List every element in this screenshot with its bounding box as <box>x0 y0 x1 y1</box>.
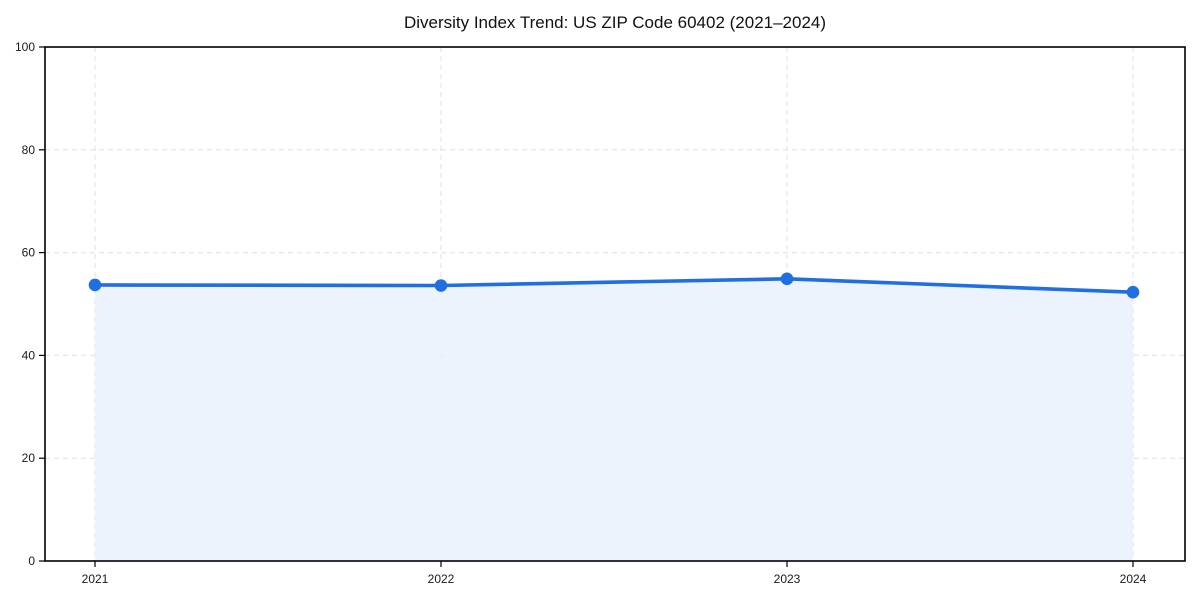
chart-title: Diversity Index Trend: US ZIP Code 60402… <box>404 13 826 32</box>
axis-tick-labels: 0 20 40 60 80 100 2021 2022 2023 2024 <box>15 40 1147 586</box>
area-fill <box>95 278 1133 561</box>
data-points <box>88 272 1140 299</box>
trend-line <box>93 277 1135 294</box>
y-tick-label: 100 <box>15 40 35 54</box>
data-point-marker <box>1126 285 1140 299</box>
x-tick-label: 2023 <box>774 572 801 586</box>
x-tick-label: 2022 <box>428 572 455 586</box>
x-tick-label: 2024 <box>1120 572 1147 586</box>
data-point-marker <box>780 272 794 286</box>
y-tick-label: 60 <box>22 246 36 260</box>
y-tick-label: 20 <box>22 451 36 465</box>
x-tick-label: 2021 <box>82 572 109 586</box>
data-point-marker <box>88 278 102 292</box>
y-tick-label: 40 <box>22 348 36 362</box>
axis-tick-marks <box>39 46 1134 567</box>
y-tick-label: 80 <box>22 143 36 157</box>
y-tick-label: 0 <box>28 554 35 568</box>
plot-border <box>44 46 1186 562</box>
data-point-marker <box>434 279 448 292</box>
